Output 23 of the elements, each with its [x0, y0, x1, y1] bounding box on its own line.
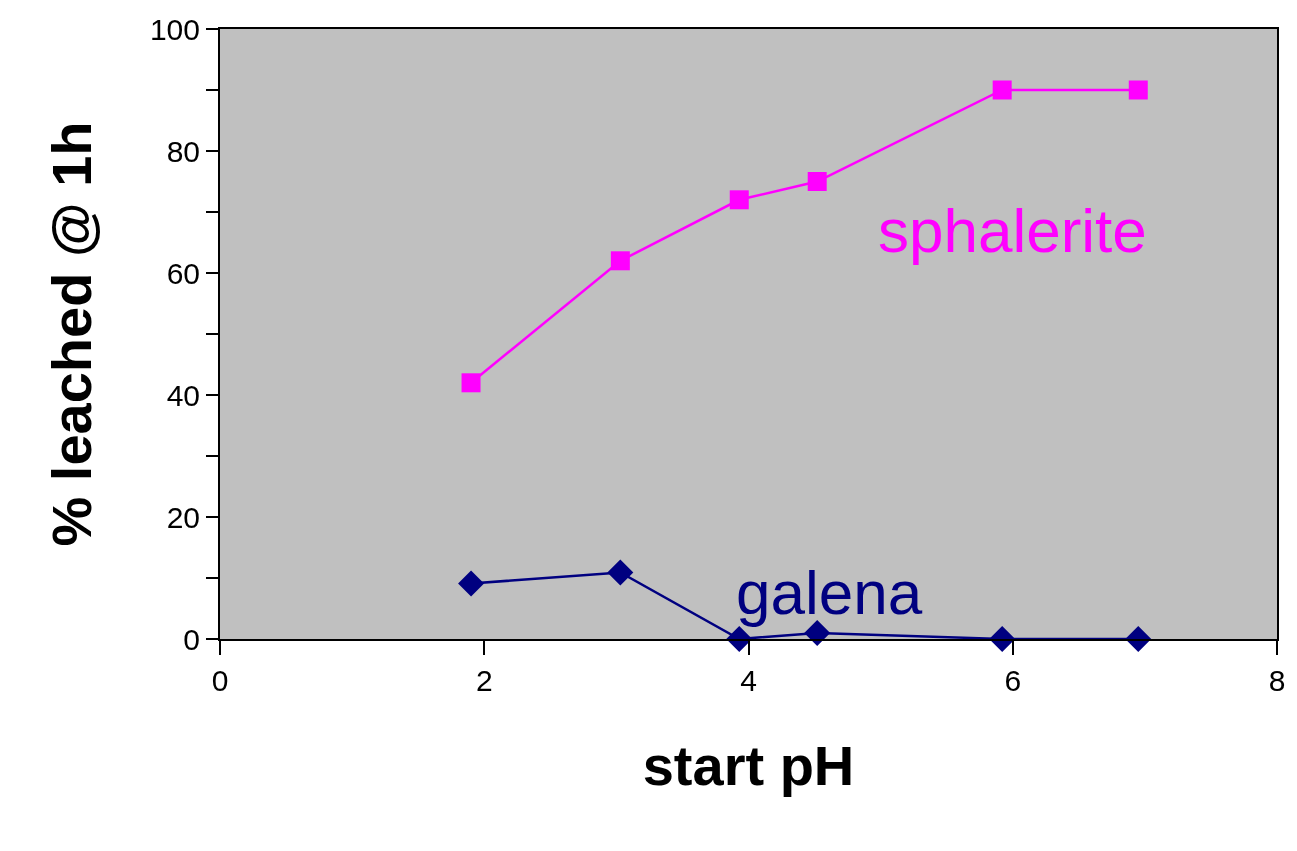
y-tick-label: 80 — [166, 134, 200, 168]
y-tick-label: 20 — [166, 500, 200, 534]
x-axis-title: start pH — [642, 734, 855, 798]
point — [807, 172, 827, 191]
x-tick-label: 2 — [475, 664, 493, 697]
x-tick-label: 8 — [1268, 664, 1286, 697]
point — [610, 251, 630, 271]
point — [1128, 80, 1148, 100]
y-tick-label: 60 — [166, 256, 200, 290]
point — [729, 190, 749, 210]
x-tick-label: 6 — [1004, 664, 1022, 697]
y-tick-label: 100 — [149, 12, 200, 46]
x-tick-label: 0 — [211, 664, 229, 697]
series-label: galena — [736, 558, 923, 627]
point — [461, 373, 481, 393]
series-label: sphalerite — [878, 196, 1147, 265]
y-tick-label: 40 — [166, 378, 200, 412]
point — [992, 80, 1012, 100]
y-axis-title: % leached @ 1h — [40, 121, 104, 547]
point — [607, 559, 634, 586]
y-tick-label: 0 — [183, 622, 200, 656]
x-tick-label: 4 — [740, 664, 757, 697]
point — [458, 570, 485, 597]
